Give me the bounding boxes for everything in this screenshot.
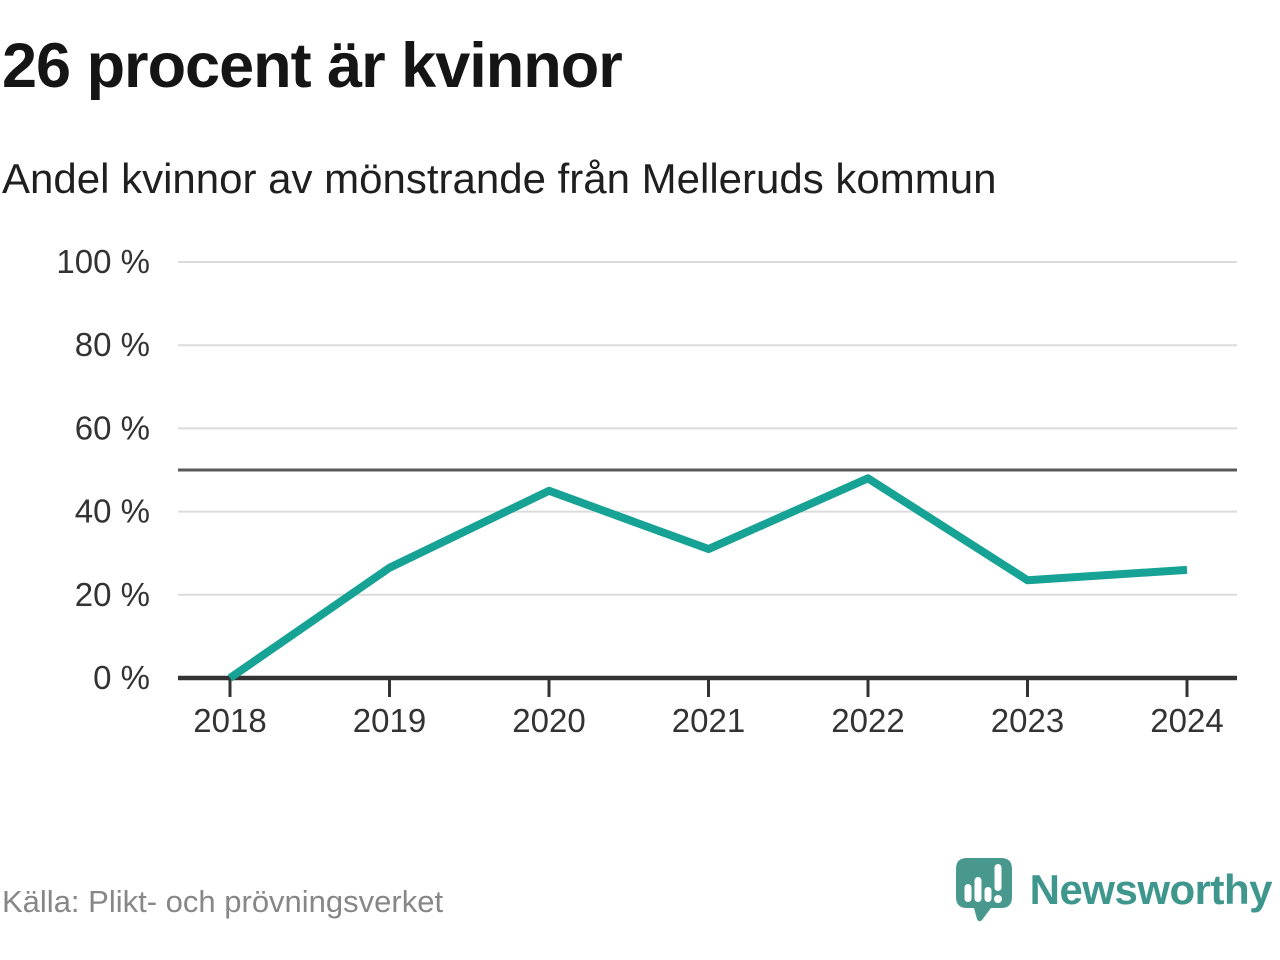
svg-text:80 %: 80 % [75, 326, 150, 363]
svg-text:2022: 2022 [831, 702, 904, 739]
svg-text:20 %: 20 % [75, 576, 150, 613]
line-chart: 0 % 20 % 40 % 60 % 80 % 100 % 2018 2019 2020 2021… [56, 243, 1237, 739]
svg-text:2023: 2023 [991, 702, 1064, 739]
svg-text:2018: 2018 [193, 702, 266, 739]
brand-name: Newsworthy [1029, 866, 1273, 913]
svg-text:2019: 2019 [353, 702, 426, 739]
chart-subtitle: Andel kvinnor av mönstrande från Melleru… [2, 155, 997, 202]
svg-text:2021: 2021 [672, 702, 745, 739]
source-note: Källa: Plikt- och prövningsverket [2, 884, 444, 919]
svg-text:2020: 2020 [512, 702, 585, 739]
svg-text:100 %: 100 % [56, 243, 150, 280]
page-title: 26 procent är kvinnor [2, 31, 623, 101]
speech-bubble-bar-chart-icon [955, 858, 1012, 922]
svg-text:60 %: 60 % [75, 409, 150, 446]
svg-text:2024: 2024 [1150, 702, 1223, 739]
newsworthy-logo: Newsworthy [954, 854, 1273, 926]
svg-text:0 %: 0 % [93, 659, 150, 696]
svg-text:40 %: 40 % [75, 493, 150, 530]
